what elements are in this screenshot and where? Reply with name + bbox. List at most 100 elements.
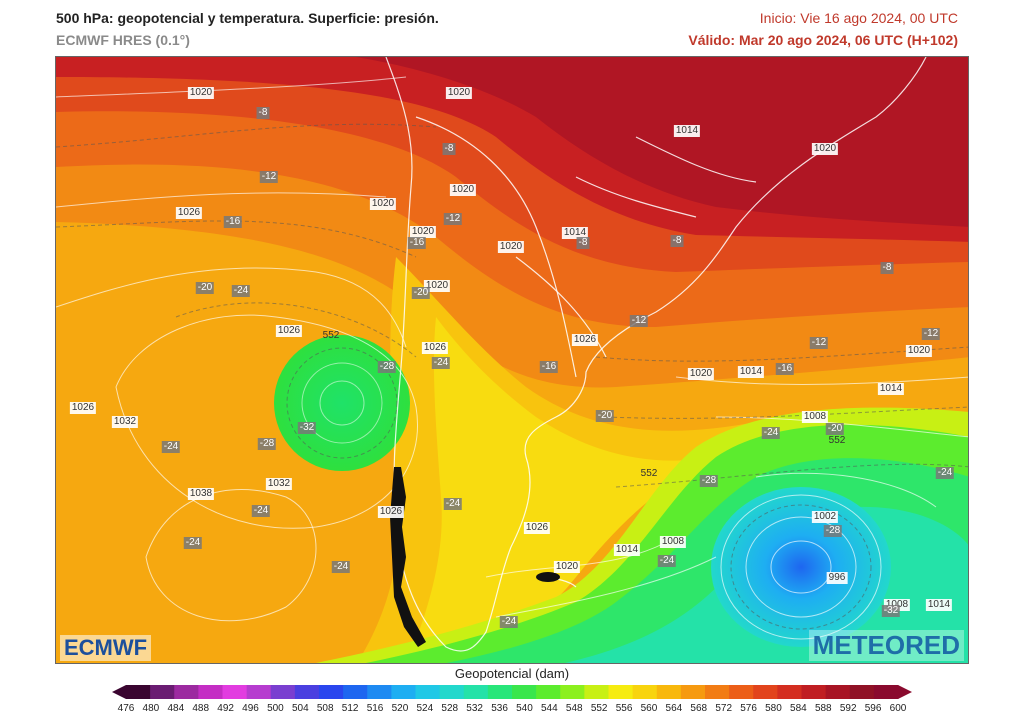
colorbar-swatch [584, 685, 609, 699]
pressure-label: 1032 [265, 478, 293, 490]
valid-time: Válido: Mar 20 ago 2024, 06 UTC (H+102) [688, 32, 958, 48]
colorbar-swatch [439, 685, 465, 699]
colorbar-swatch [825, 685, 851, 699]
colorbar [112, 685, 912, 699]
map-field [56, 57, 968, 663]
colorbar-swatch [536, 685, 561, 699]
colorbar-tick-label: 500 [267, 703, 284, 714]
colorbar-swatch [801, 685, 827, 699]
temperature-label: -24 [183, 537, 203, 549]
meteored-logo: METEORED [808, 630, 964, 661]
colorbar-swatch [512, 685, 537, 699]
colorbar-swatch [608, 685, 634, 699]
temperature-label: -20 [825, 423, 845, 435]
temperature-label: -8 [442, 143, 456, 155]
colorbar-tick-label: 524 [416, 703, 434, 714]
temperature-label: -24 [657, 555, 677, 567]
band-588 [356, 57, 968, 227]
pressure-label: 1014 [925, 599, 953, 611]
pressure-label: 1020 [187, 87, 215, 99]
pressure-label: 1026 [377, 506, 405, 518]
colorbar-tick-label: 484 [167, 703, 185, 714]
pressure-label: 1008 [659, 536, 687, 548]
model-name: ECMWF HRES (0.1°) [56, 32, 190, 48]
temperature-label: -8 [576, 237, 590, 249]
colorbar-min-arrow [112, 685, 126, 699]
colorbar-tick-label: 556 [615, 703, 633, 714]
pressure-label: 1020 [423, 280, 451, 292]
temperature-label: -12 [259, 171, 279, 183]
temperature-label: -16 [223, 216, 243, 228]
temperature-label: -24 [499, 616, 519, 628]
colorbar-tick-label: 504 [291, 703, 309, 714]
pressure-label: 1020 [553, 561, 581, 573]
colorbar-tick-label: 580 [765, 703, 782, 714]
geopotential-label: 552 [640, 468, 658, 479]
colorbar-swatch [560, 685, 585, 699]
temperature-label: -12 [809, 337, 829, 349]
pressure-label: 1020 [497, 241, 525, 253]
ecmwf-logo: ECMWF [60, 635, 152, 661]
temperature-label: -20 [595, 410, 615, 422]
map-title: 500 hPa: geopotencial y temperatura. Sup… [56, 10, 439, 26]
temperature-label: -24 [231, 285, 251, 297]
temperature-label: -16 [539, 361, 559, 373]
colorbar-swatch [126, 685, 151, 699]
temperature-label: -16 [775, 363, 795, 375]
colorbar-tick-label: 492 [217, 703, 234, 714]
colorbar-swatch [150, 685, 175, 699]
forecast-map[interactable]: 1020 1020 1014 1020 1020 1026 1020 1020 1014 1020… [55, 56, 969, 664]
temperature-label: -28 [257, 438, 277, 450]
pressure-label: 1020 [687, 368, 715, 380]
colorbar-swatch [319, 685, 344, 699]
geopotential-label: 552 [828, 435, 846, 446]
temperature-label: -24 [251, 505, 271, 517]
pressure-label: 1020 [445, 87, 473, 99]
pressure-label: 1026 [69, 402, 97, 414]
pressure-label: 1032 [111, 416, 139, 428]
colorbar-tick-label: 544 [541, 703, 558, 714]
geopotential-label: 552 [322, 330, 340, 341]
temperature-label: -20 [411, 287, 431, 299]
temperature-label: -24 [443, 498, 463, 510]
colorbar-swatch [777, 685, 802, 699]
colorbar-tick-label: 480 [142, 703, 160, 714]
colorbar-swatch [729, 685, 754, 699]
colorbar-tick-label: 552 [590, 703, 608, 714]
temperature-label: -28 [377, 361, 397, 373]
colorbar-tick-label: 592 [839, 703, 857, 714]
isobars [56, 76, 968, 640]
colorbar-swatch [873, 685, 899, 699]
colorbar-swatch [632, 685, 658, 699]
colorbar-swatch [705, 685, 730, 699]
pressure-label: 1038 [187, 488, 215, 500]
temperature-label: -20 [195, 282, 215, 294]
colorbar-tick-label: 520 [391, 703, 409, 714]
colorbar-tick-label: 512 [341, 703, 359, 714]
colorbar-tick-label: 508 [316, 703, 334, 714]
colorbar-ticks: 476 480 484 488 492 496 500 504 508 512 516 520 524 5… [0, 703, 1024, 717]
temperature-label: -16 [407, 237, 427, 249]
pressure-label: 1020 [409, 226, 437, 238]
temperature-label: -32 [881, 605, 901, 617]
temperature-label: -24 [935, 467, 955, 479]
colorbar-tick-label: 576 [740, 703, 757, 714]
colorbar-swatch [343, 685, 368, 699]
pressure-label: 1020 [905, 345, 933, 357]
pressure-label: 996 [826, 572, 848, 584]
colorbar-swatch [174, 685, 199, 699]
pressure-label: 1014 [877, 383, 905, 395]
pressure-label: 1026 [571, 334, 599, 346]
pressure-label: 1014 [561, 227, 589, 239]
colorbar-tick-label: 564 [665, 703, 683, 714]
pressure-label: 1026 [523, 522, 551, 534]
colorbar-tick-label: 600 [889, 703, 907, 714]
colorbar-tick-label: 528 [441, 703, 459, 714]
temperature-label: -28 [699, 475, 719, 487]
colorbar-swatch [391, 685, 416, 699]
init-time: Inicio: Vie 16 ago 2024, 00 UTC [759, 10, 958, 26]
colorbar-tick-label: 476 [117, 703, 135, 714]
pressure-label: 1014 [737, 366, 765, 378]
colorbar-max-arrow [898, 685, 912, 699]
temperature-label: -28 [823, 525, 843, 537]
